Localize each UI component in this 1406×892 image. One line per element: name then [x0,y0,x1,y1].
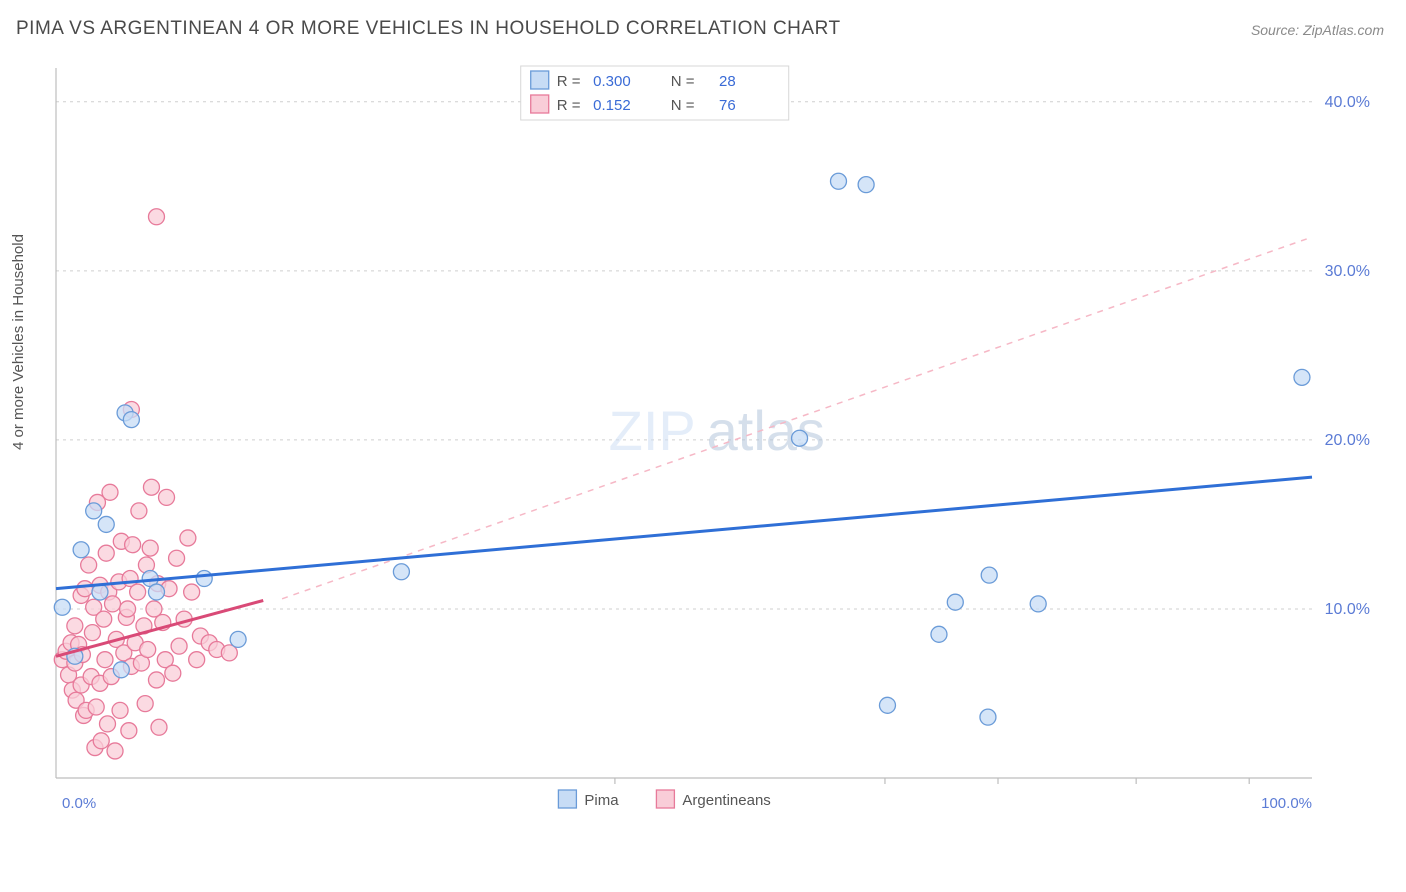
svg-text:20.0%: 20.0% [1325,432,1370,449]
svg-text:ZIP: ZIP [609,399,696,462]
svg-text:0.300: 0.300 [593,73,631,90]
svg-text:R =: R = [557,97,581,114]
svg-text:0.152: 0.152 [593,97,631,114]
svg-text:30.0%: 30.0% [1325,263,1370,280]
series-argentineans [54,209,237,759]
svg-text:76: 76 [719,97,736,114]
svg-text:N =: N = [671,73,695,90]
svg-text:0.0%: 0.0% [62,795,96,812]
svg-text:Argentineans: Argentineans [682,792,770,809]
svg-text:N =: N = [671,97,695,114]
svg-text:40.0%: 40.0% [1325,94,1370,111]
source-label: Source: ZipAtlas.com [1251,22,1384,38]
y-axis-label: 4 or more Vehicles in Household [10,234,27,450]
svg-text:10.0%: 10.0% [1325,601,1370,618]
svg-text:Pima: Pima [584,792,619,809]
scatter-plot: 10.0% 20.0% 30.0% 40.0% 0.0% 100.0% ZIPatlas R … [50,58,1380,828]
svg-text:28: 28 [719,73,736,90]
svg-text:100.0%: 100.0% [1261,795,1312,812]
chart-title: PIMA VS ARGENTINEAN 4 OR MORE VEHICLES I… [16,18,841,40]
svg-text:atlas: atlas [707,399,825,462]
svg-text:R =: R = [557,73,581,90]
